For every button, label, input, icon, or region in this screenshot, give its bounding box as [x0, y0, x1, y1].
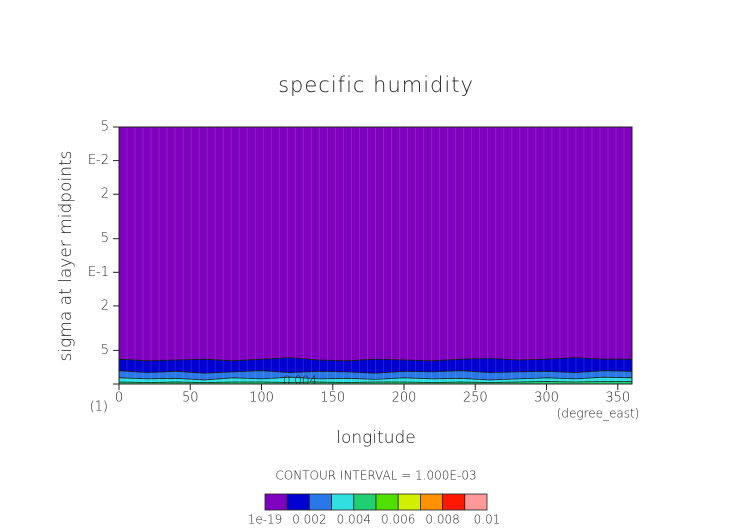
y-tick-label: E-2: [88, 153, 109, 168]
colorbar-label: 0.002: [292, 513, 326, 527]
x-tick-label: 200: [392, 391, 417, 406]
colorbar-label: 0.006: [381, 513, 415, 527]
contour-interval: CONTOUR INTERVAL = 1.000E-03: [275, 469, 476, 483]
y-tick-label: 5: [101, 343, 109, 358]
x-tick-label: 350: [605, 391, 630, 406]
colorbar-box: [331, 493, 355, 511]
colorbar-box: [264, 493, 288, 511]
contour-line: [118, 370, 633, 374]
colorbar-box: [464, 493, 488, 511]
contour-line: [118, 376, 633, 381]
contour-line: [118, 357, 632, 362]
colorbar-box: [286, 493, 310, 511]
x-axis-label: longitude: [336, 428, 416, 448]
colorbar-box: [442, 493, 466, 511]
x-tick-label: 150: [320, 391, 345, 406]
x-tick-label: 100: [249, 391, 274, 406]
colorbar-label: 0.004: [337, 513, 371, 527]
chart-title: specific humidity: [278, 73, 474, 97]
colorbar-box: [308, 493, 332, 511]
y-tick-label: (1): [90, 400, 108, 415]
y-tick-label: 5: [101, 120, 109, 135]
y-tick-label: 5: [101, 231, 109, 246]
colorbar-label: 1e-19: [248, 513, 283, 527]
x-tick-label: 250: [463, 391, 488, 406]
colorbar-box: [397, 493, 421, 511]
colorbar-label: 0.01: [474, 513, 501, 527]
x-tick-label: 0: [115, 391, 123, 406]
y-tick-label: 2: [101, 298, 109, 313]
colorbar-box: [353, 493, 377, 511]
field-background: [119, 127, 632, 384]
x-units: (degree_east): [557, 407, 640, 421]
contour-label: 0.004: [283, 374, 317, 388]
y-tick-label: 2: [101, 187, 109, 202]
plot-frame: [118, 126, 633, 385]
y-tick-label: E-1: [88, 265, 109, 280]
colorbar-box: [419, 493, 443, 511]
x-tick-label: 300: [534, 391, 559, 406]
y-axis-label: sigma at layer midpoints: [56, 151, 76, 362]
contour-line: [118, 381, 632, 383]
colorbar-label: 0.008: [425, 513, 459, 527]
x-tick-label: 50: [182, 391, 199, 406]
colorbar-box: [375, 493, 399, 511]
